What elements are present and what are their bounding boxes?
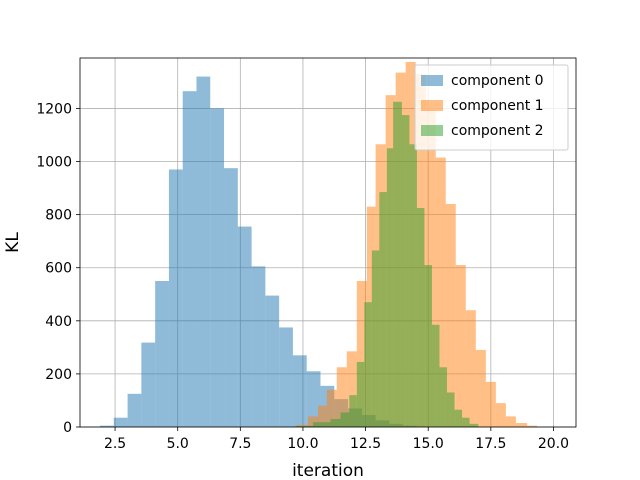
histogram-bar	[127, 393, 142, 427]
y-tick-label: 0	[63, 420, 72, 436]
x-tick-label: 20.0	[538, 436, 569, 452]
bars	[100, 61, 538, 428]
histogram-bar	[210, 108, 225, 428]
x-tick-label: 15.0	[413, 436, 444, 452]
legend-label: component 2	[451, 123, 544, 139]
histogram-bar	[505, 416, 516, 427]
y-tick-label: 1200	[36, 101, 72, 117]
histogram-bar	[439, 367, 447, 427]
histogram-bar	[401, 115, 410, 428]
histogram-bar	[155, 280, 169, 427]
histogram-bar	[364, 302, 372, 427]
legend-box	[414, 64, 569, 151]
histogram-bar	[100, 425, 114, 427]
histogram-bar	[224, 168, 238, 427]
x-tick-label: 7.5	[229, 436, 251, 452]
series-2-bars	[295, 101, 479, 428]
histogram-bar	[168, 169, 183, 427]
histogram-bar	[292, 355, 307, 427]
y-tick-label: 800	[45, 208, 72, 224]
histogram-bar	[356, 280, 367, 427]
histogram-bar	[393, 101, 402, 427]
histogram-bar	[356, 361, 365, 427]
histogram-bar	[113, 417, 128, 427]
histogram-bar	[336, 367, 347, 427]
histogram-bar	[279, 327, 293, 427]
histogram-bar	[196, 76, 211, 427]
x-axis-label: iteration	[292, 461, 364, 480]
histogram-bar	[326, 389, 337, 427]
histogram-bar	[265, 295, 280, 427]
histogram-bar	[330, 419, 341, 427]
histogram-bar	[424, 265, 432, 427]
histogram-bar	[495, 403, 506, 427]
legend-swatch	[421, 125, 443, 136]
histogram-bar	[515, 423, 528, 427]
legend-label: component 1	[451, 98, 544, 114]
x-tick-label: 12.5	[350, 436, 381, 452]
histogram-bar	[446, 392, 455, 427]
histogram-bar	[306, 371, 321, 427]
histogram-bar	[251, 266, 266, 427]
histogram-bar	[237, 226, 252, 427]
histogram-bar	[431, 324, 440, 427]
legend-swatch	[421, 75, 443, 86]
y-tick-label: 400	[45, 314, 72, 330]
histogram-bar	[346, 351, 357, 427]
histogram-bar	[475, 350, 486, 427]
y-axis-label: KL	[3, 232, 23, 253]
histogram-bar	[307, 416, 318, 427]
y-axis-ticks: 0 200 400 600 800 1000 1200	[36, 101, 80, 436]
histogram-bar	[182, 91, 197, 427]
y-tick-label: 200	[45, 367, 72, 383]
histogram-bar	[454, 409, 463, 427]
legend-swatch	[421, 100, 443, 111]
histogram-bar	[455, 265, 466, 427]
x-tick-label: 5.0	[167, 436, 189, 452]
histogram-bar	[386, 148, 394, 428]
axes-frame	[79, 57, 577, 428]
x-tick-label: 17.5	[475, 436, 506, 452]
x-axis-ticks: 2.5 5.0 7.5 10.0 12.5 15.0 17.5 20.0	[104, 427, 569, 452]
histogram-bar	[295, 425, 313, 427]
legend-label: component 0	[451, 73, 544, 89]
histogram-bar	[312, 422, 331, 427]
legend: component 0 component 1 component 2	[414, 64, 569, 151]
histogram-bar	[340, 412, 350, 427]
histogram-bar	[469, 423, 479, 427]
histogram-bar	[445, 204, 456, 427]
histogram-bar	[485, 381, 496, 427]
histogram-bar	[527, 425, 538, 427]
histogram-bar	[409, 144, 417, 427]
histogram-bar	[465, 310, 476, 427]
histogram-bar	[296, 424, 308, 427]
x-tick-label: 10.0	[287, 436, 318, 452]
y-tick-label: 600	[45, 261, 72, 277]
histogram-bar	[317, 405, 327, 427]
series-0-bars	[100, 76, 429, 428]
histogram-bar	[349, 395, 357, 427]
histogram-bar	[371, 250, 380, 427]
y-tick-label: 1000	[36, 155, 72, 171]
histogram-bar	[435, 157, 446, 427]
histogram-bar	[141, 342, 156, 427]
histogram-bar	[462, 417, 470, 427]
x-tick-label: 2.5	[104, 436, 126, 452]
histogram-bar	[379, 192, 387, 427]
histogram-bar	[416, 207, 425, 427]
